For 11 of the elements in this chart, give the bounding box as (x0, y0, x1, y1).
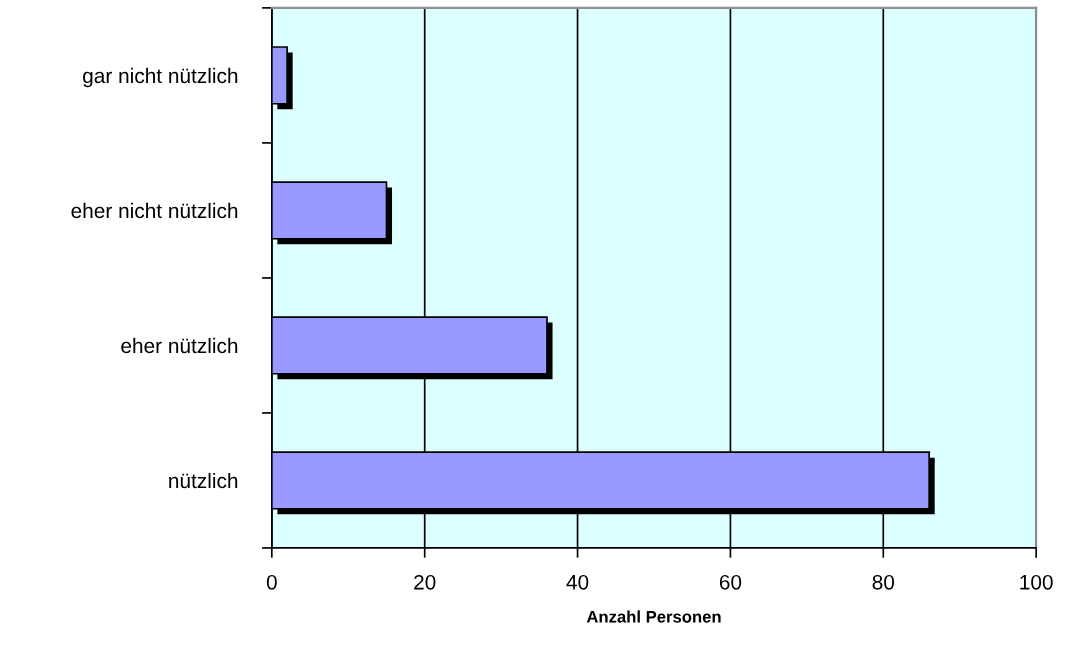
x-tick-label: 80 (872, 574, 895, 590)
y-tick-label: gar nicht nützlich (83, 67, 238, 88)
x-tick-label: 60 (719, 574, 742, 590)
y-tick-label: eher nicht nützlich (71, 202, 238, 219)
x-tick-label: 40 (566, 574, 589, 590)
x-tick-label: 0 (266, 574, 277, 590)
x-tick-label: 20 (414, 574, 436, 590)
y-tick-label: nützlich (169, 472, 238, 489)
x-tick-label: 100 (1020, 574, 1053, 590)
x-axis-title: Anzahl Personen (586, 610, 721, 623)
y-tick-label: eher nützlich (121, 337, 238, 354)
